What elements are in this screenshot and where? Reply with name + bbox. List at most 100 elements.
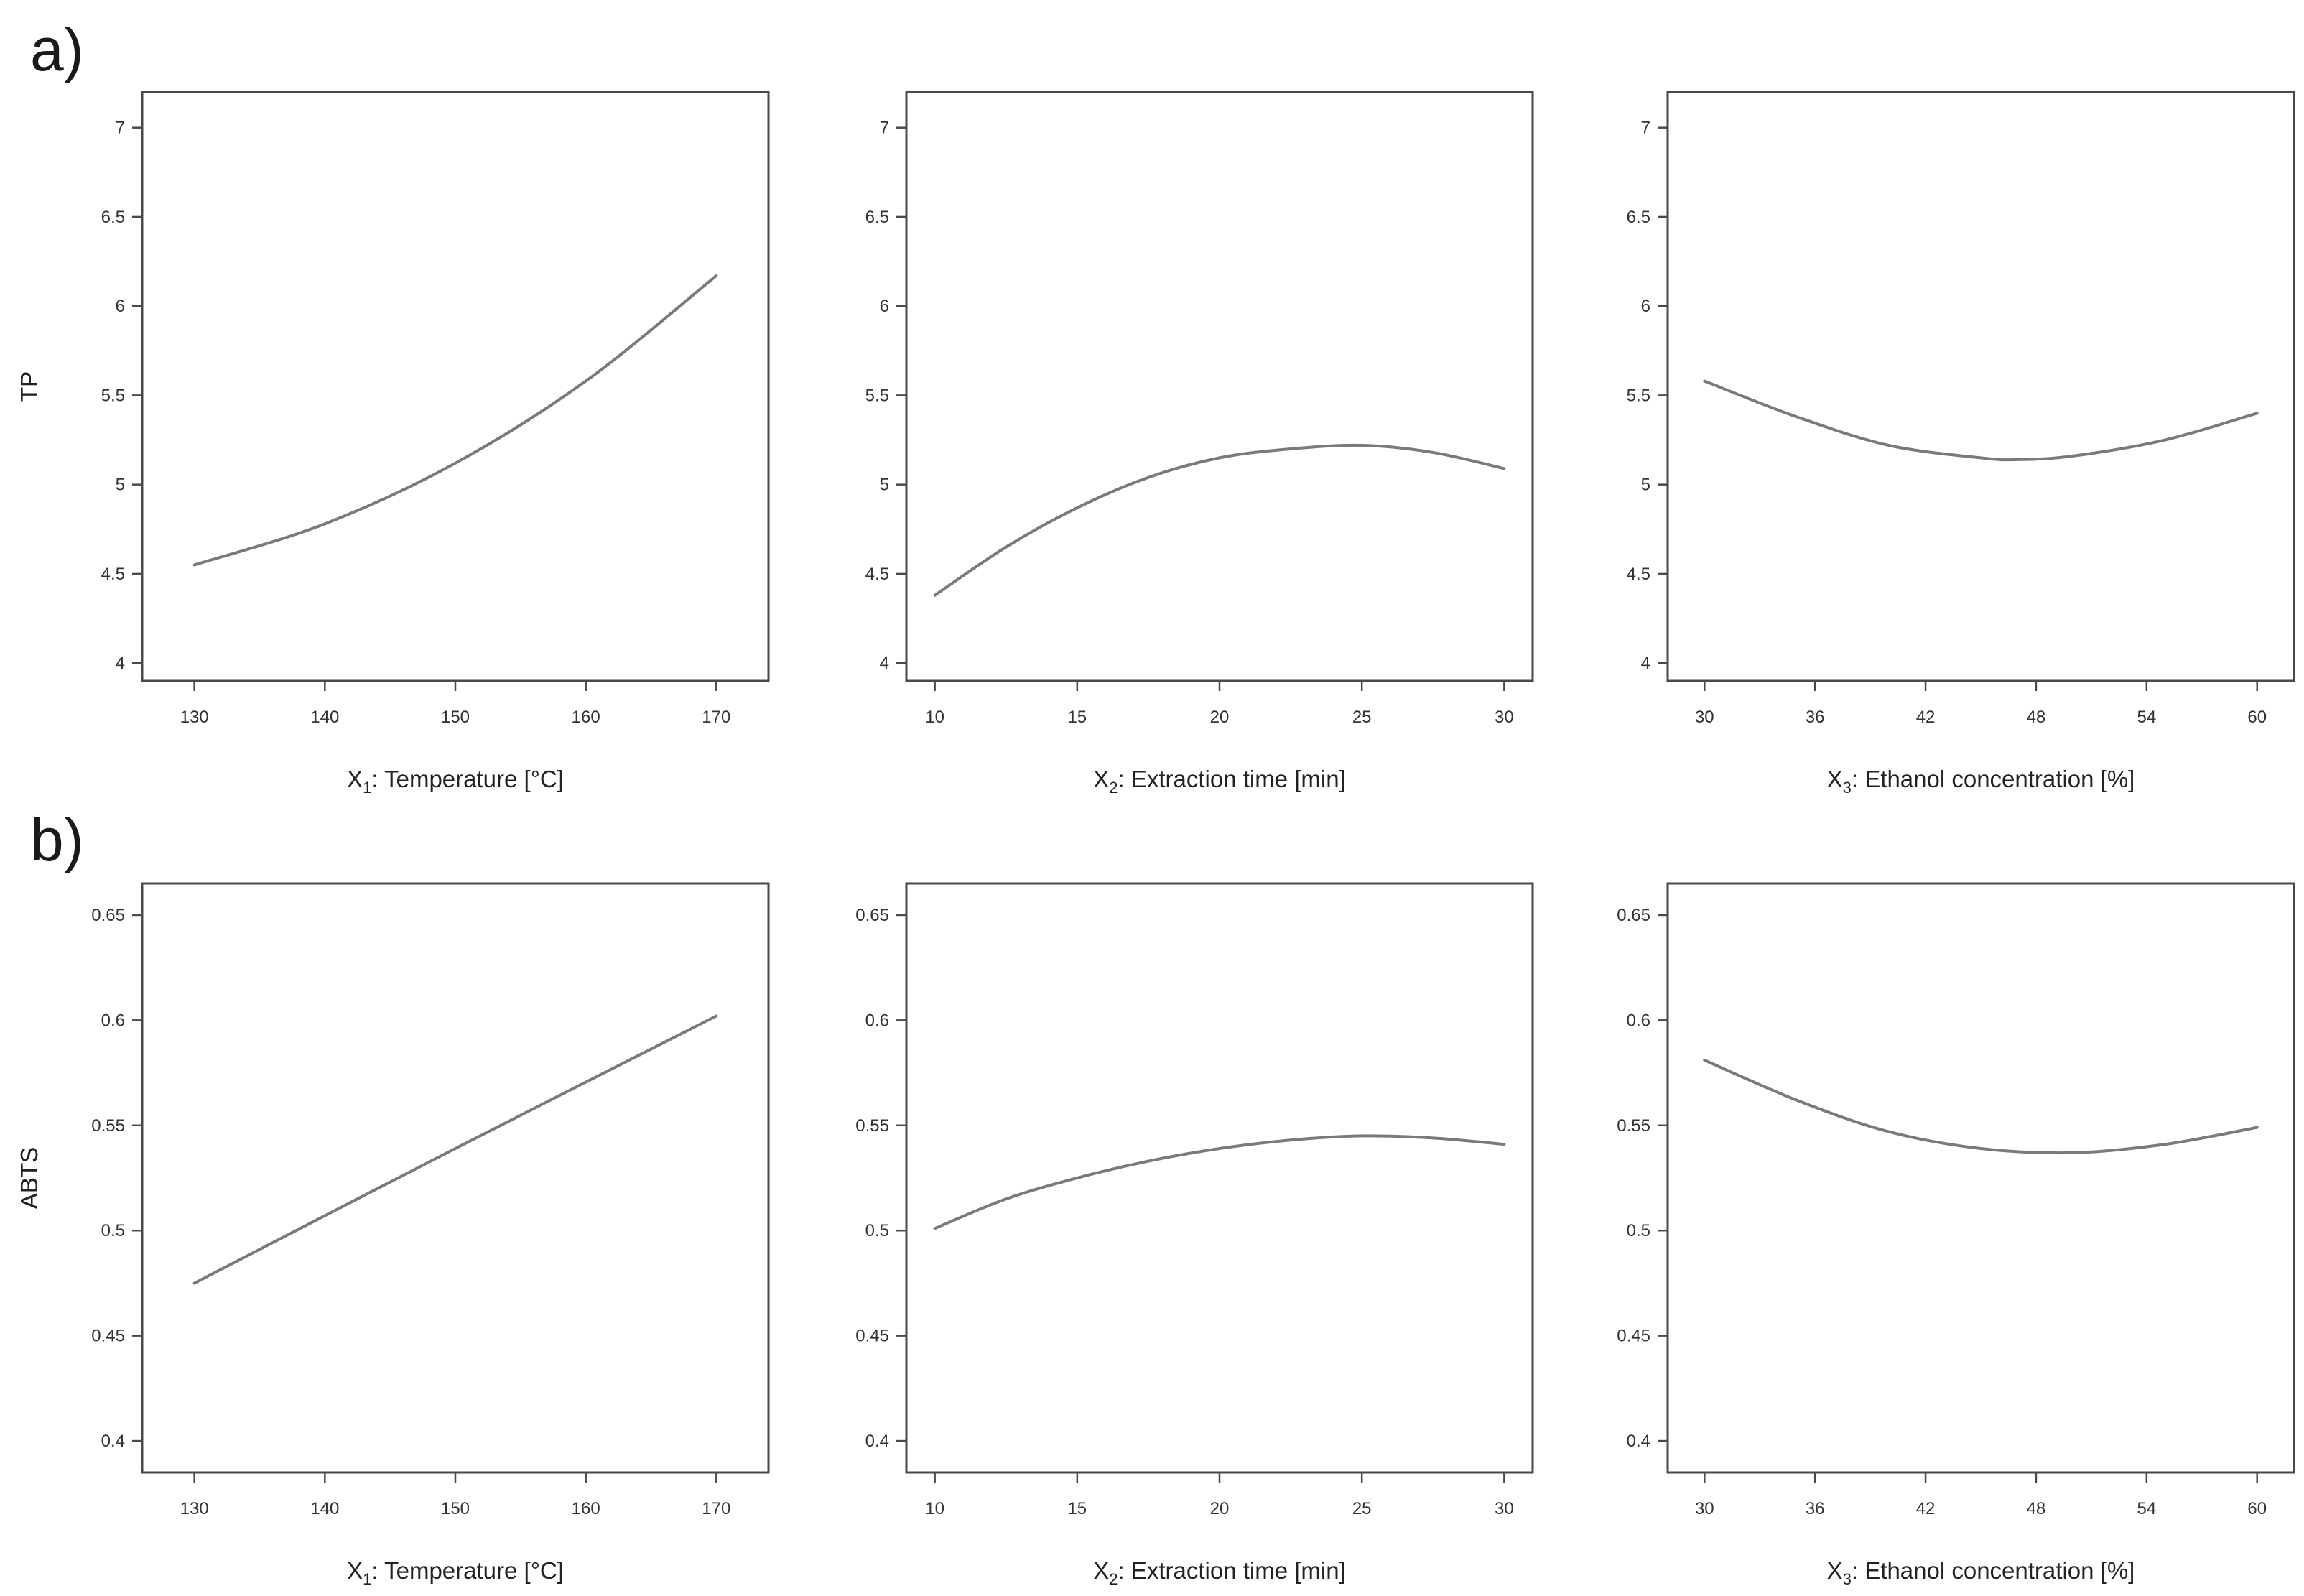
plot-frame xyxy=(1666,91,2295,682)
x-axis-label-text: : Ethanol concentration [%] xyxy=(1852,766,2135,792)
x-tick-label: 150 xyxy=(441,707,470,727)
y-tick-label: 4 xyxy=(880,654,889,673)
y-tick-label: 6 xyxy=(880,297,889,316)
plot-frame xyxy=(141,882,770,1474)
y-tick-label: 0.6 xyxy=(865,1011,889,1030)
y-axis-label: ABTS xyxy=(16,1147,42,1209)
x-axis-label-subscript: 1 xyxy=(363,1570,371,1588)
x-axis-label-subscript: 2 xyxy=(1109,1570,1118,1588)
x-axis-label-text: : Extraction time [min] xyxy=(1118,766,1346,792)
y-tick-label: 0.4 xyxy=(101,1432,125,1451)
x-tick-label: 42 xyxy=(1916,707,1936,727)
y-tick-label: 5 xyxy=(880,475,889,495)
x-axis-label: X1: Temperature [°C] xyxy=(347,766,564,797)
x-tick-label: 54 xyxy=(2137,707,2156,727)
y-tick-label: 4.5 xyxy=(1627,565,1650,584)
x-tick-label: 60 xyxy=(2247,707,2267,727)
y-tick-label: 6.5 xyxy=(865,208,889,227)
x-tick-label: 36 xyxy=(1806,1499,1825,1518)
y-tick-label: 6.5 xyxy=(101,208,125,227)
y-tick-label: 7 xyxy=(116,119,125,138)
x-tick-label: 10 xyxy=(925,1499,944,1518)
y-tick-label: 0.6 xyxy=(1627,1011,1650,1030)
y-tick-label: 0.5 xyxy=(1627,1221,1650,1240)
y-axis-label: TP xyxy=(16,371,42,402)
panel-label-a: a) xyxy=(30,16,84,83)
x-axis-label-subscript: 1 xyxy=(363,779,371,797)
x-tick-label: 160 xyxy=(572,707,600,727)
y-tick-label: 5.5 xyxy=(865,386,889,405)
y-tick-label: 6.5 xyxy=(1627,208,1650,227)
y-tick-label: 4.5 xyxy=(865,565,889,584)
y-tick-label: 7 xyxy=(1641,119,1650,138)
x-tick-label: 130 xyxy=(180,1499,209,1518)
y-tick-label: 6 xyxy=(116,297,125,316)
x-tick-label: 20 xyxy=(1210,707,1230,727)
x-axis-label-main: X xyxy=(1827,1557,1843,1584)
x-tick-label: 170 xyxy=(702,1499,730,1518)
x-tick-label: 30 xyxy=(1495,1499,1514,1518)
y-tick-label: 0.55 xyxy=(91,1116,125,1136)
y-tick-label: 5.5 xyxy=(1627,386,1650,405)
y-tick-label: 0.55 xyxy=(1617,1116,1650,1136)
x-axis-label-text: : Temperature [°C] xyxy=(371,1557,564,1584)
x-tick-label: 48 xyxy=(2027,707,2046,727)
x-tick-label: 36 xyxy=(1806,707,1825,727)
x-tick-label: 140 xyxy=(310,707,339,727)
response-curve xyxy=(1703,379,2259,462)
x-axis-label-text: : Extraction time [min] xyxy=(1118,1557,1346,1584)
x-axis-label-main: X xyxy=(1827,766,1843,792)
y-axis-label: TP xyxy=(16,371,42,402)
y-axis-label: TP xyxy=(16,371,42,402)
x-tick-label: 150 xyxy=(441,1499,470,1518)
x-tick-label: 140 xyxy=(310,1499,339,1518)
x-axis-label: X1: Temperature [°C] xyxy=(347,1557,564,1588)
y-tick-label: 5.5 xyxy=(101,386,125,405)
y-tick-label: 0.5 xyxy=(101,1221,125,1240)
x-axis-label-main: X xyxy=(347,766,363,792)
x-axis-label-text: : Ethanol concentration [%] xyxy=(1852,1557,2135,1584)
x-axis-label: X2: Extraction time [min] xyxy=(1093,766,1346,797)
x-tick-label: 30 xyxy=(1495,707,1514,727)
x-tick-label: 30 xyxy=(1695,707,1714,727)
y-tick-label: 0.4 xyxy=(865,1432,889,1451)
y-tick-label: 5 xyxy=(1641,475,1650,495)
plot-frame xyxy=(905,882,1534,1474)
y-tick-label: 7 xyxy=(880,119,889,138)
x-tick-label: 10 xyxy=(925,707,944,727)
x-tick-label: 160 xyxy=(572,1499,600,1518)
x-tick-label: 48 xyxy=(2027,1499,2046,1518)
x-axis-label-text: : Temperature [°C] xyxy=(371,766,564,792)
response-curve xyxy=(192,274,718,567)
chart-panel-3: 130 140 150 160 170 0.4 0.45 0.5 0.55 0.6 0.65 X1: … xyxy=(16,882,770,1588)
x-tick-label: 42 xyxy=(1916,1499,1936,1518)
y-tick-label: 4.5 xyxy=(101,565,125,584)
y-tick-label: 6 xyxy=(1641,297,1650,316)
plot-frame xyxy=(1666,882,2295,1474)
x-axis-label: X2: Extraction time [min] xyxy=(1093,1557,1346,1588)
plot-frame xyxy=(905,91,1534,682)
y-tick-label: 0.45 xyxy=(855,1327,889,1346)
x-tick-label: 170 xyxy=(702,707,730,727)
x-tick-label: 15 xyxy=(1067,1499,1087,1518)
y-tick-label: 0.6 xyxy=(101,1011,125,1030)
y-tick-label: 0.65 xyxy=(1617,906,1650,925)
y-tick-label: 0.4 xyxy=(1627,1432,1650,1451)
y-tick-label: 4 xyxy=(116,654,125,673)
x-tick-label: 15 xyxy=(1067,707,1087,727)
y-tick-label: 5 xyxy=(116,475,125,495)
x-tick-label: 54 xyxy=(2137,1499,2156,1518)
x-tick-label: 25 xyxy=(1352,707,1372,727)
x-axis-label-main: X xyxy=(347,1557,363,1584)
x-tick-label: 60 xyxy=(2247,1499,2267,1518)
response-curve xyxy=(933,1134,1506,1230)
response-curve xyxy=(192,1014,718,1285)
y-tick-label: 0.55 xyxy=(855,1116,889,1136)
y-tick-label: 0.65 xyxy=(855,906,889,925)
y-axis-label: ABTS xyxy=(16,1147,42,1209)
